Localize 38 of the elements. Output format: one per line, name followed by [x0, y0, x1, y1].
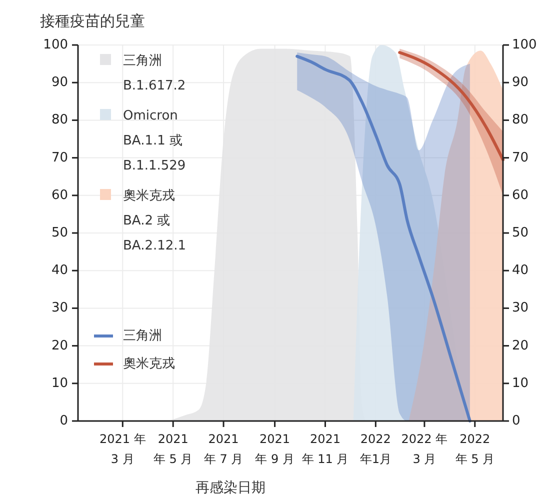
y2-tick-label: 50 — [512, 226, 529, 241]
legend-label: Omicron BA.1.1 或 B.1.1.529 — [123, 108, 186, 174]
line-series — [398, 51, 504, 162]
x-tick-label: 2022 年 3 月 — [401, 432, 448, 466]
x-tick-label: 2022 年1月 — [360, 432, 392, 466]
legend-label: 奧米克戎 — [123, 356, 175, 372]
x-tick-label: 2022 年 5 月 — [455, 432, 495, 466]
y-tick-label: 10 — [51, 376, 68, 391]
x-tick-label: 2021 年 9 月 — [255, 432, 294, 466]
y-tick-label: 50 — [51, 226, 68, 241]
y-tick-label: 0 — [60, 414, 68, 429]
y-tick-label: 80 — [51, 112, 68, 128]
y2-tick-label: 20 — [512, 338, 529, 354]
x-tick-label: 2021 年 5 月 — [153, 432, 193, 466]
y2-tick-label: 0 — [512, 414, 520, 429]
y-tick-label: 20 — [51, 338, 68, 354]
y2-tick-label: 70 — [512, 150, 529, 166]
y-tick-label: 40 — [51, 263, 68, 278]
y-tick-label: 90 — [51, 75, 68, 90]
x-tick-label: 2021 年 3 月 — [99, 432, 146, 466]
y2-tick-label: 60 — [512, 188, 529, 203]
x-tick-label: 2021 年 7 月 — [204, 432, 244, 466]
x-tick-label: 2021 年 11 月 — [302, 432, 349, 466]
legend-label: 奧米克戎 BA.2 或 BA.2.12.1 — [123, 188, 186, 254]
y-tick-label: 60 — [51, 188, 68, 203]
y-tick-label: 30 — [51, 300, 68, 316]
y-tick-label: 100 — [43, 38, 68, 53]
y2-tick-label: 90 — [512, 75, 529, 90]
y2-tick-label: 40 — [512, 263, 529, 278]
y2-tick-label: 100 — [512, 38, 537, 53]
y2-tick-label: 10 — [512, 376, 529, 391]
y-tick-label: 70 — [51, 150, 68, 166]
legend-label: 三角洲 B.1.617.2 — [123, 54, 186, 94]
x-axis-title: 再感染日期 — [196, 480, 266, 496]
chart-title: 接種疫苗的兒童 — [40, 12, 145, 30]
legend-label: 三角洲 — [123, 328, 162, 344]
y2-tick-label: 30 — [512, 300, 529, 316]
y2-tick-label: 80 — [512, 112, 529, 128]
